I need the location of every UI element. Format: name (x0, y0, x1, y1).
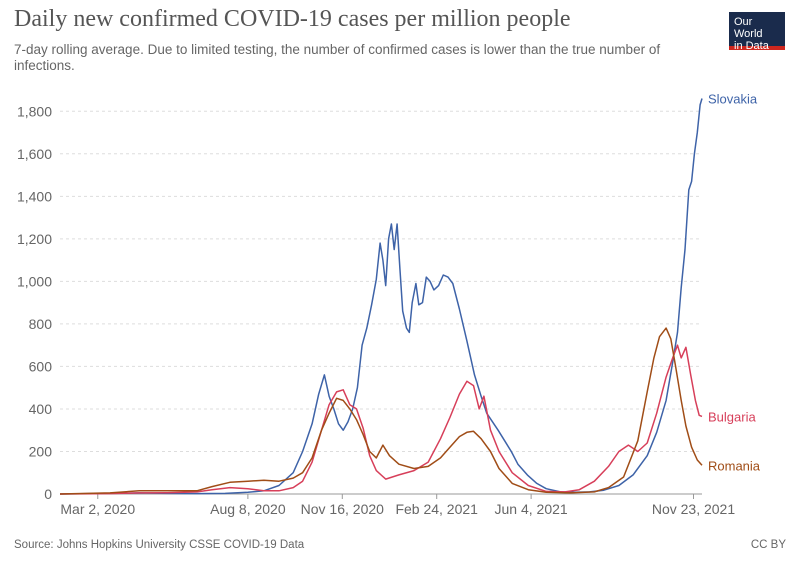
grid-lines (60, 110, 702, 452)
x-axis: Mar 2, 2020 Aug 8, 2020 Nov 16, 2020 Feb 24… (60, 493, 735, 517)
x-tick-label: Feb 24, 2021 (395, 501, 478, 517)
logo-line-2: in Data (734, 40, 769, 52)
series-label-romania: Romania (708, 458, 761, 473)
x-tick-label: Nov 16, 2020 (301, 501, 384, 517)
series-line-romania (59, 327, 703, 495)
y-tick-label: 1,600 (17, 146, 52, 162)
y-tick-label: 1,800 (17, 103, 52, 119)
y-tick-label: 1,000 (17, 273, 52, 289)
chart-subtitle: 7-day rolling average. Due to limited te… (14, 42, 661, 73)
series-line-slovakia (59, 98, 703, 495)
series-lines (59, 98, 703, 495)
series-labels: Slovakia Bulgaria Romania (708, 92, 761, 474)
y-tick-label: 200 (29, 443, 53, 459)
chart-title: Daily new confirmed COVID-19 cases per m… (14, 6, 571, 32)
owid-logo[interactable]: Our World in Data (729, 12, 785, 52)
y-tick-label: 1,400 (17, 188, 52, 204)
x-tick-label: Aug 8, 2020 (210, 501, 286, 517)
y-tick-label: 400 (29, 401, 53, 417)
x-tick-label: Mar 2, 2020 (60, 501, 135, 517)
y-tick-label: 600 (29, 358, 53, 374)
x-tick-label: Jun 4, 2021 (495, 501, 568, 517)
license-note[interactable]: CC BY (750, 539, 786, 551)
series-label-bulgaria: Bulgaria (708, 409, 756, 424)
series-line-bulgaria (59, 344, 703, 495)
y-tick-label: 1,200 (17, 231, 52, 247)
y-tick-label: 800 (29, 316, 53, 332)
y-axis-ticks: 0 200 400 600 800 1,000 1,200 1,400 1,600 1,800 (17, 103, 52, 502)
y-tick-label: 0 (44, 486, 52, 502)
source-note[interactable]: Source: Johns Hopkins University CSSE CO… (14, 539, 305, 551)
series-label-slovakia: Slovakia (708, 92, 758, 107)
x-tick-label: Nov 23, 2021 (652, 501, 735, 517)
logo-line-1: Our World (734, 16, 763, 40)
